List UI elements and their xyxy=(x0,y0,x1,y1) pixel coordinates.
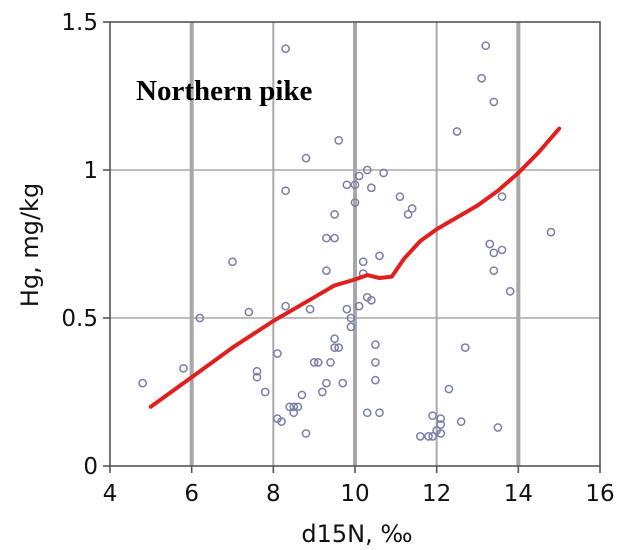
chart-annotation: Northern pike xyxy=(136,75,313,107)
data-point xyxy=(497,192,507,201)
data-point xyxy=(379,168,388,178)
trend-line xyxy=(148,126,562,409)
data-point xyxy=(281,186,290,196)
data-point xyxy=(346,322,356,332)
data-point xyxy=(260,387,270,397)
data-point xyxy=(350,180,360,190)
data-point xyxy=(281,301,290,311)
data-point xyxy=(371,340,380,349)
data-point xyxy=(366,183,376,193)
y-axis-label: Hg, mg/kg xyxy=(16,183,44,307)
data-point xyxy=(493,423,503,432)
data-point xyxy=(301,153,311,163)
data-point xyxy=(460,343,470,352)
x-tick-label: 16 xyxy=(585,481,614,507)
data-point xyxy=(489,248,499,258)
data-point xyxy=(289,402,299,412)
x-axis-label: d15N, ‰ xyxy=(301,520,412,548)
data-point xyxy=(322,378,331,388)
data-point xyxy=(436,414,446,423)
data-point xyxy=(338,378,348,388)
x-tick-label: 10 xyxy=(340,481,369,507)
y-tick-label: 1 xyxy=(83,158,98,184)
x-tick-label: 8 xyxy=(266,481,281,507)
data-point xyxy=(195,313,205,323)
data-point xyxy=(326,358,335,367)
data-point xyxy=(436,429,446,438)
data-point xyxy=(489,266,499,275)
data-point xyxy=(285,402,295,412)
data-point xyxy=(362,408,372,418)
data-point xyxy=(371,375,380,385)
data-point xyxy=(252,366,262,376)
data-point xyxy=(415,432,425,441)
data-point xyxy=(244,307,254,317)
data-point xyxy=(428,411,437,421)
data-point xyxy=(395,192,405,201)
y-tick-label: 1.5 xyxy=(61,10,98,36)
x-tick-label: 4 xyxy=(103,481,118,507)
data-point xyxy=(350,198,360,207)
data-point xyxy=(305,304,315,314)
data-point xyxy=(477,73,486,83)
data-point xyxy=(334,343,344,352)
data-point xyxy=(346,313,356,323)
y-tick-label: 0.5 xyxy=(61,306,98,332)
x-tick-label: 14 xyxy=(504,481,533,507)
data-point xyxy=(456,417,466,426)
data-point xyxy=(342,304,352,314)
data-point xyxy=(407,204,417,213)
data-point xyxy=(485,239,495,249)
data-point xyxy=(317,387,327,397)
scatter-points xyxy=(138,41,556,441)
data-point xyxy=(277,417,286,426)
data-point xyxy=(322,266,331,275)
data-point xyxy=(228,257,237,267)
data-point xyxy=(428,432,437,441)
data-point xyxy=(252,372,262,382)
data-point xyxy=(313,358,323,367)
data-point xyxy=(301,429,311,438)
data-point xyxy=(293,402,303,412)
data-point xyxy=(489,97,499,107)
data-point xyxy=(342,180,352,190)
data-point xyxy=(330,233,339,243)
data-point xyxy=(424,432,433,441)
data-point xyxy=(481,41,491,51)
data-point xyxy=(497,245,507,255)
data-point xyxy=(179,363,188,373)
data-point xyxy=(546,227,556,237)
data-point xyxy=(375,251,384,261)
x-tick-label: 12 xyxy=(422,481,451,507)
data-point xyxy=(505,287,515,296)
data-point xyxy=(330,343,339,352)
data-point xyxy=(403,210,413,219)
data-point xyxy=(436,420,446,429)
x-tick-label: 6 xyxy=(184,481,199,507)
data-point xyxy=(452,127,462,136)
data-point xyxy=(334,136,344,145)
data-point xyxy=(138,378,148,388)
data-point xyxy=(289,408,299,418)
data-point xyxy=(444,384,454,394)
data-point xyxy=(354,171,364,181)
data-point xyxy=(273,349,282,358)
data-point xyxy=(281,44,290,53)
data-point xyxy=(297,390,307,400)
data-point xyxy=(322,233,331,243)
data-point xyxy=(330,210,339,219)
data-point xyxy=(366,295,376,305)
data-point xyxy=(330,334,339,344)
data-point xyxy=(371,358,380,367)
data-point xyxy=(375,408,384,418)
data-point xyxy=(358,257,368,267)
axis-ticks: 4 6 8 10 12 14 16 0 0.5 1 1.5 xyxy=(61,10,614,507)
data-point xyxy=(309,358,319,367)
data-point xyxy=(362,165,372,175)
data-point xyxy=(354,301,364,311)
y-tick-label: 0 xyxy=(83,454,98,480)
